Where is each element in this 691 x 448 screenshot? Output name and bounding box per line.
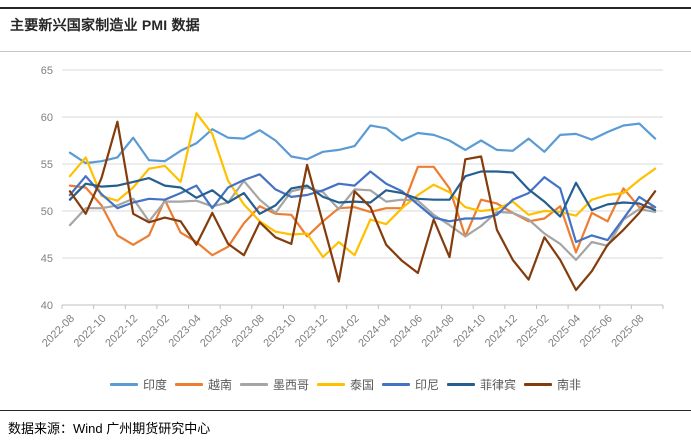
legend-label-philippines: 菲律宾 xyxy=(480,378,517,392)
x-axis-label-2024-06: 2024-06 xyxy=(388,313,425,350)
legend-swatch-india xyxy=(109,383,138,386)
series-line-philippines xyxy=(68,170,657,218)
legend-swatch-indonesia xyxy=(382,383,410,386)
legend-label-thailand: 泰国 xyxy=(349,378,374,392)
x-axis-label-2023-08: 2023-08 xyxy=(230,313,267,350)
y-axis-label-55: 55 xyxy=(41,159,53,171)
y-axis-label-45: 45 xyxy=(41,253,53,265)
legend-swatch-thailand xyxy=(316,383,345,386)
legend-item-thailand: 泰国 xyxy=(316,376,374,393)
x-axis-label-2023-06: 2023-06 xyxy=(198,313,235,350)
legend-item-vietnam: 越南 xyxy=(174,376,232,393)
series-line-india xyxy=(68,122,657,165)
series-line-thailand xyxy=(68,112,657,259)
series-line-mexico xyxy=(68,179,657,261)
legend-label-south-africa: 南非 xyxy=(557,378,582,392)
data-source: 数据来源：Wind 广州期货研究中心 xyxy=(8,421,211,436)
y-axis-label-65: 65 xyxy=(41,65,53,77)
x-axis-label-2025-02: 2025-02 xyxy=(514,313,551,350)
legend-item-india: 印度 xyxy=(109,376,167,393)
x-axis-label-2024-02: 2024-02 xyxy=(325,313,362,350)
x-axis-label-2023-04: 2023-04 xyxy=(167,313,204,350)
x-axis-label-2025-04: 2025-04 xyxy=(546,313,583,350)
top-rule xyxy=(0,7,691,9)
legend-item-mexico: 墨西哥 xyxy=(239,376,309,393)
x-axis-label-2024-08: 2024-08 xyxy=(420,313,457,350)
x-axis-label-2025-08: 2025-08 xyxy=(609,313,646,350)
y-axis-label-50: 50 xyxy=(41,206,53,218)
y-axis-label-60: 60 xyxy=(41,112,53,124)
series-line-vietnam xyxy=(68,165,657,257)
legend-swatch-philippines xyxy=(447,383,476,386)
y-axis-label-40: 40 xyxy=(41,300,53,312)
footer-rule xyxy=(0,410,691,411)
x-axis-label-2022-08: 2022-08 xyxy=(40,313,77,350)
x-axis-label-2022-10: 2022-10 xyxy=(72,313,109,350)
x-axis-label-2022-12: 2022-12 xyxy=(103,313,140,350)
x-axis-label-2024-12: 2024-12 xyxy=(483,313,520,350)
x-axis-label-2024-04: 2024-04 xyxy=(356,313,393,350)
x-axis-label-2025-06: 2025-06 xyxy=(578,313,615,350)
legend-swatch-south-africa xyxy=(524,383,553,386)
chart-legend: 印度 越南 墨西哥 泰国 印尼 菲律宾 南非 xyxy=(0,376,691,393)
x-axis-label-2023-12: 2023-12 xyxy=(293,313,330,350)
legend-swatch-mexico xyxy=(239,383,268,386)
legend-label-indonesia: 印尼 xyxy=(415,378,440,392)
legend-item-indonesia: 印尼 xyxy=(382,376,439,393)
legend-item-south-africa: 南非 xyxy=(524,376,581,393)
title-rule xyxy=(0,51,691,52)
x-axis-label-2024-10: 2024-10 xyxy=(451,313,488,350)
legend-label-india: 印度 xyxy=(142,378,167,392)
series-line-indonesia xyxy=(68,170,657,244)
legend-label-vietnam: 越南 xyxy=(207,378,232,392)
x-axis-label-2023-10: 2023-10 xyxy=(261,313,298,350)
x-axis-label-2023-02: 2023-02 xyxy=(135,313,172,350)
legend-swatch-vietnam xyxy=(174,383,203,386)
page-title: 主要新兴国家制造业 PMI 数据 xyxy=(10,17,200,33)
legend-item-philippines: 菲律宾 xyxy=(447,376,516,393)
legend-label-mexico: 墨西哥 xyxy=(272,378,309,392)
pmi-line-chart: 40 45 50 55 60 65 2022-082022-102022-122023-02… xyxy=(40,65,664,350)
series-line-south-africa xyxy=(68,120,657,292)
